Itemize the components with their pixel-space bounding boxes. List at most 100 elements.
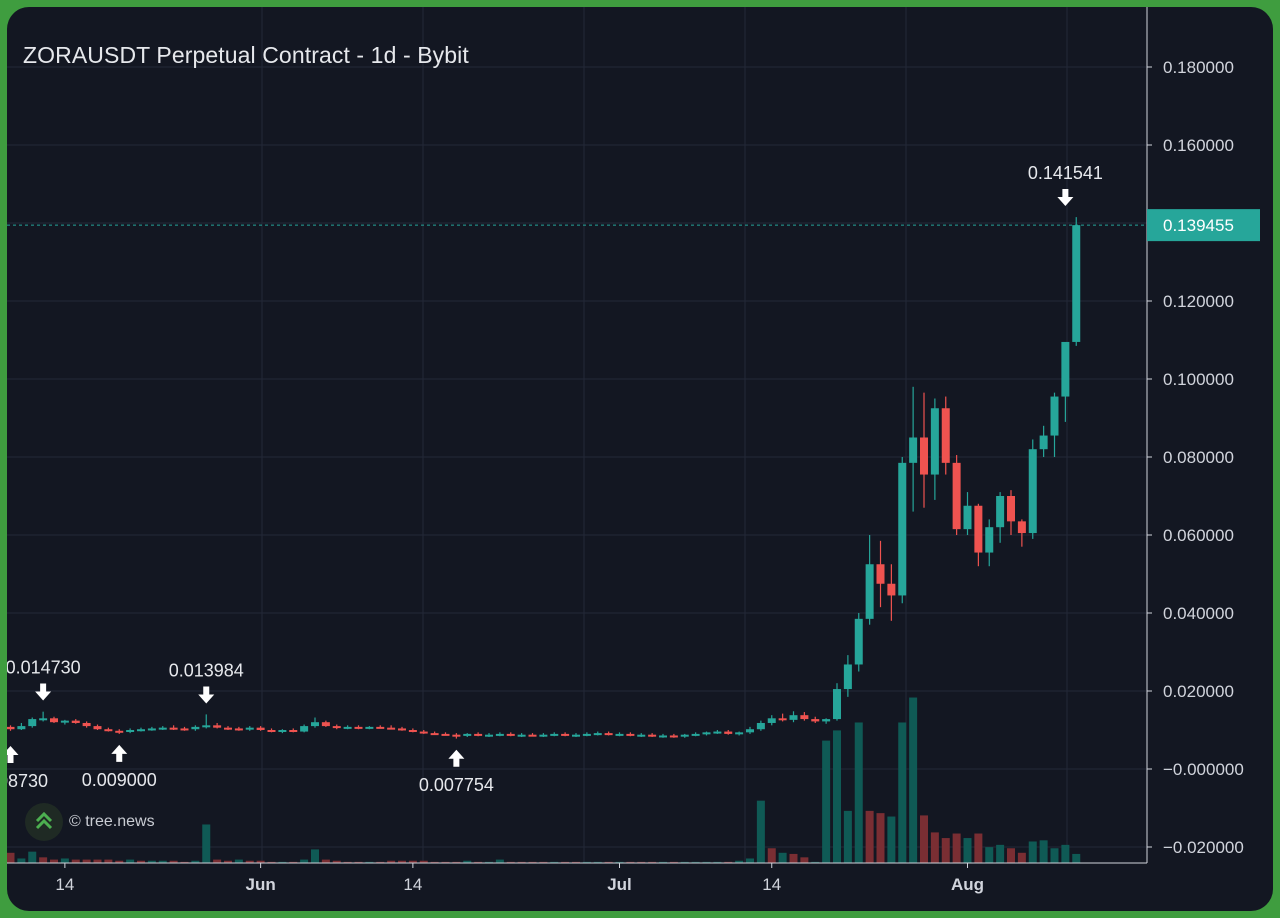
y-tick-label: 0.080000 xyxy=(1163,448,1234,467)
volume-bar xyxy=(39,857,48,863)
volume-bar xyxy=(441,861,450,863)
price-annotation: 0.007754 xyxy=(419,749,494,795)
volume-bar xyxy=(909,697,918,863)
arrow-down-icon xyxy=(198,686,215,704)
candle-body xyxy=(463,733,472,736)
candle-body xyxy=(778,718,787,721)
annotation-label: 0.007754 xyxy=(419,775,494,795)
chart-title: ZORAUSDT Perpetual Contract - 1d - Bybit xyxy=(23,42,469,68)
volume-bar xyxy=(974,833,983,863)
candle-body xyxy=(1050,396,1059,436)
candle-body xyxy=(137,729,145,732)
candle-body xyxy=(278,730,287,732)
y-tick-label: 0.160000 xyxy=(1163,136,1234,155)
volume-bar xyxy=(126,859,135,863)
volume-bar xyxy=(985,847,994,863)
volume-bar xyxy=(60,858,69,863)
volume-bar xyxy=(321,859,330,863)
candle-body xyxy=(495,733,504,736)
candle-body xyxy=(430,733,439,736)
candle-body xyxy=(713,731,722,734)
candle-body xyxy=(365,726,374,729)
volume-bar xyxy=(115,860,124,863)
candle-body xyxy=(582,733,591,736)
candle-body xyxy=(213,725,222,728)
candle-series xyxy=(7,217,1081,739)
candle-body xyxy=(604,733,613,736)
candle-body xyxy=(376,726,385,729)
candle-body xyxy=(811,719,820,722)
volume-bar xyxy=(920,815,928,863)
candle-body xyxy=(920,437,928,475)
candle-body xyxy=(974,505,983,553)
candle-body xyxy=(50,718,58,723)
y-tick-label: 0.020000 xyxy=(1163,682,1234,701)
volume-bar xyxy=(137,860,145,863)
candle-body xyxy=(572,734,580,737)
volume-bar xyxy=(28,851,37,863)
candle-body xyxy=(234,728,243,731)
candle-body xyxy=(691,733,700,736)
volume-bar xyxy=(387,860,396,863)
candle-body xyxy=(28,719,37,727)
candle-body xyxy=(1028,449,1037,534)
volume-bar xyxy=(822,740,831,863)
volume-bar xyxy=(854,722,863,863)
volume-bar xyxy=(517,861,526,863)
volume-bar xyxy=(561,861,570,863)
volume-bar xyxy=(1050,848,1059,863)
last-price-badge xyxy=(1147,209,1260,242)
y-tick-label: 0.180000 xyxy=(1163,58,1234,77)
candle-body xyxy=(756,722,765,730)
candle-body xyxy=(191,726,200,730)
arrow-down-icon xyxy=(1057,188,1074,206)
last-price-label: 0.139455 xyxy=(1163,216,1234,235)
volume-bar xyxy=(234,859,243,863)
candle-body xyxy=(115,730,124,733)
candle-body xyxy=(419,731,428,734)
volume-bar xyxy=(213,859,222,863)
annotation-label: 0.141541 xyxy=(1028,163,1103,183)
volume-bar xyxy=(430,861,439,863)
volume-bar xyxy=(82,859,91,863)
volume-bar xyxy=(1017,852,1026,863)
candle-body xyxy=(550,733,559,736)
x-tick-label: Jul xyxy=(607,875,632,894)
volume-bar xyxy=(952,833,961,863)
candle-body xyxy=(648,734,657,737)
candle-body xyxy=(343,726,352,729)
candle-body xyxy=(485,734,493,737)
candle-body xyxy=(474,733,483,736)
volume-bar xyxy=(7,852,15,863)
candle-body xyxy=(311,722,319,727)
volume-bar xyxy=(582,861,591,863)
y-tick-label: 0.060000 xyxy=(1163,526,1234,545)
candle-body xyxy=(887,583,896,596)
volume-bar xyxy=(93,859,102,863)
annotation-label: 0.014730 xyxy=(7,658,81,678)
arrow-up-icon xyxy=(111,744,128,762)
chart-frame: 0.1800000.1600000.1400000.1200000.100000… xyxy=(7,7,1273,911)
volume-bar xyxy=(843,810,852,863)
candle-body xyxy=(876,564,885,584)
candle-body xyxy=(202,725,211,728)
candle-body xyxy=(224,727,232,730)
volume-bar xyxy=(408,860,417,863)
candle-body xyxy=(256,727,265,730)
candle-body xyxy=(158,727,167,730)
y-tick-label: 0.120000 xyxy=(1163,292,1234,311)
volume-bar xyxy=(495,859,504,863)
volume-bar xyxy=(713,861,722,863)
volume-bar xyxy=(930,832,939,863)
volume-bar xyxy=(506,861,515,863)
candlestick-chart[interactable]: 0.1800000.1600000.1400000.1200000.100000… xyxy=(7,7,1273,911)
volume-bar xyxy=(615,861,624,863)
candle-body xyxy=(1039,435,1048,450)
volume-series xyxy=(7,697,1081,863)
candle-body xyxy=(398,728,406,731)
volume-bar xyxy=(224,860,232,863)
volume-bar xyxy=(1061,844,1070,863)
candle-body xyxy=(865,564,874,619)
candle-body xyxy=(180,728,189,731)
volume-bar xyxy=(71,859,80,863)
